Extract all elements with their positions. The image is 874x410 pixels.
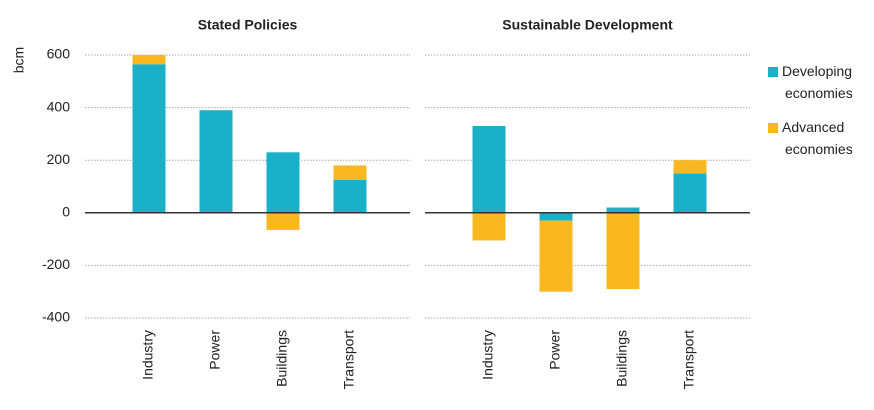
y-tick-label: -200 — [42, 256, 70, 272]
bar — [333, 179, 367, 213]
bar — [266, 152, 300, 213]
bar — [266, 212, 300, 230]
x-tick-label: Transport — [341, 330, 357, 390]
bar — [539, 212, 573, 221]
x-tick-label: Industry — [140, 330, 156, 380]
bar — [472, 212, 506, 241]
y-tick-label: -400 — [42, 309, 70, 325]
x-tick-label: Power — [547, 330, 563, 370]
x-tick-label: Buildings — [274, 330, 290, 387]
bar — [606, 207, 640, 213]
bar — [673, 173, 707, 213]
bar — [199, 110, 233, 213]
chart-title: Stated Policies — [198, 17, 298, 33]
bar — [472, 126, 506, 213]
x-tick-label: Industry — [480, 330, 496, 380]
legend-swatch — [768, 67, 778, 77]
bar — [132, 55, 166, 65]
legend-label: Developing economies — [782, 63, 853, 101]
bar — [673, 160, 707, 174]
bar — [132, 64, 166, 213]
y-axis-label: bcm — [11, 47, 27, 73]
chart-title: Sustainable Development — [502, 17, 673, 33]
y-tick-label: 600 — [47, 46, 71, 62]
bar — [539, 220, 573, 292]
bar — [606, 212, 640, 290]
bar — [333, 165, 367, 180]
x-tick-label: Power — [207, 330, 223, 370]
y-tick-label: 400 — [47, 98, 71, 114]
legend-swatch — [768, 123, 778, 133]
y-tick-label: 200 — [47, 151, 71, 167]
x-tick-label: Transport — [681, 330, 697, 390]
x-tick-label: Buildings — [614, 330, 630, 387]
legend-label: Advanced economies — [782, 119, 853, 157]
y-tick-label: 0 — [62, 204, 70, 220]
